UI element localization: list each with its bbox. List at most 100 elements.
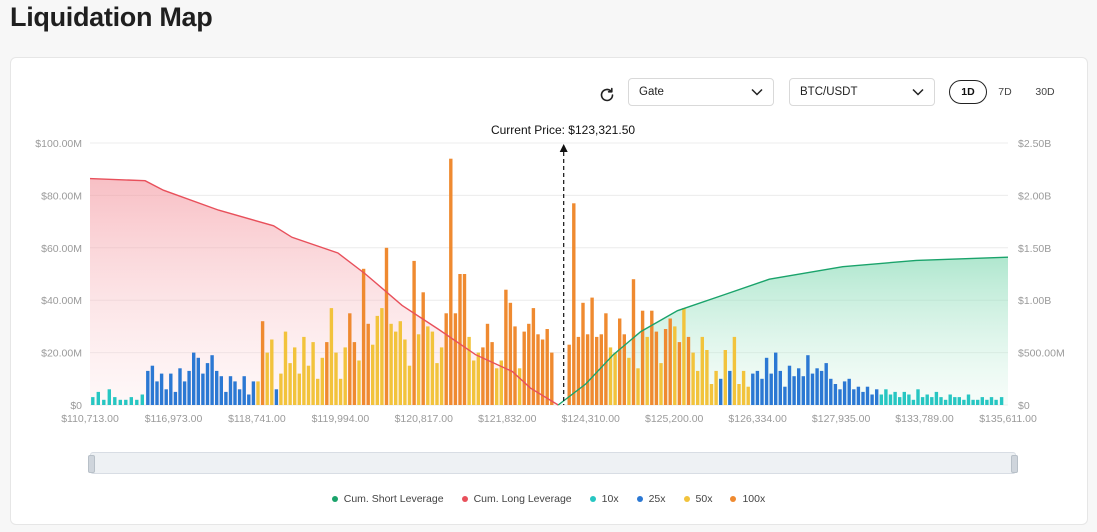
legend-item-50x[interactable]: 50x [683,493,713,505]
liquidation-bar [375,315,379,405]
liquidation-bar [755,370,760,405]
liquidation-bar [797,368,801,405]
liquidation-bar [719,378,723,405]
y-right-tick-label: $500.00M [1018,348,1065,360]
liquidation-bar [838,389,842,405]
liquidation-bar [449,158,453,405]
range-30d-button[interactable]: 30D [1035,86,1055,98]
liquidation-bar [517,368,522,405]
liquidation-bar [673,326,677,405]
liquidation-bar [971,399,975,405]
legend-label: 100x [742,493,766,505]
legend-label: 10x [601,493,619,505]
liquidation-bar [875,389,879,405]
liquidation-bar [389,323,393,405]
x-tick-label: $125,200.00 [645,413,704,425]
liquidation-bar [976,399,980,405]
liquidation-bar [631,279,636,405]
liquidation-bar [783,386,787,405]
liquidation-bar [91,397,95,405]
range-slider-track[interactable] [90,452,1016,474]
liquidation-bar [613,352,617,405]
legend-swatch [730,496,737,502]
liquidation-bar [256,381,260,405]
liquidation-bar [962,399,966,405]
legend-label: 50x [695,493,713,505]
liquidation-bar [810,373,815,405]
legend-item-25x[interactable]: 25x [636,493,666,505]
pair-select[interactable]: BTC/USDT [789,78,935,106]
liquidation-bar [458,274,462,405]
current-price-label: Current Price: $123,321.50 [491,123,635,137]
liquidation-bar [540,339,545,405]
liquidation-bar [567,344,571,405]
liquidation-bar [787,365,792,405]
liquidation-bar [957,397,961,405]
legend-item-10x[interactable]: 10x [589,493,619,505]
liquidation-bar [384,247,389,405]
liquidation-bar [265,352,269,405]
exchange-select[interactable]: Gate [628,78,774,106]
liquidation-bar [118,399,122,405]
liquidation-bar [102,399,106,405]
liquidation-bar [527,323,531,405]
liquidation-bar [135,399,139,405]
liquidation-bar [879,394,883,405]
liquidation-bar [732,336,737,405]
legend-swatch [331,496,338,502]
liquidation-bar [485,323,490,405]
y-left-tick-label: $60.00M [41,243,82,255]
chevron-down-icon [912,88,924,96]
y-left-tick-label: $0 [70,400,82,412]
liquidation-bar [888,394,893,405]
liquidation-bar [366,323,370,405]
liquidation-bar [361,268,366,405]
range-7d-button[interactable]: 7D [998,86,1012,98]
legend-item-short[interactable]: Cum. Short Leverage [331,493,444,505]
liquidation-bar [435,363,439,405]
liquidation-bar [934,391,939,405]
liquidation-bar [819,370,824,405]
liquidation-bar [329,308,334,405]
range-slider-left-handle[interactable] [88,455,95,473]
legend-item-100x[interactable]: 100x [730,493,765,505]
liquidation-bar [210,355,214,405]
liquidation-bar [316,378,320,405]
refresh-icon[interactable] [598,86,616,104]
y-left-tick-label: $80.00M [41,190,82,202]
liquidation-bar [279,373,283,405]
liquidation-bar [622,334,626,405]
range-slider-right-handle[interactable] [1011,455,1018,473]
liquidation-bar [467,336,471,405]
liquidation-bar [682,308,686,405]
y-left-tick-label: $40.00M [41,295,82,307]
liquidation-bar [182,381,187,405]
liquidation-bar [426,326,430,405]
liquidation-bar [884,389,888,405]
liquidation-bar [325,342,329,405]
liquidation-bar [293,347,297,405]
liquidation-bar [288,363,292,405]
liquidation-bar [980,397,984,405]
liquidation-bar [242,376,246,405]
liquidation-bar [215,370,219,405]
range-1d-button[interactable]: 1D [949,80,987,104]
liquidation-bar [499,360,503,405]
x-tick-label: $135,611.00 [979,413,1037,425]
liquidation-bar [815,368,819,405]
y-right-tick-label: $1.00B [1018,295,1051,307]
liquidation-bar [187,370,191,405]
liquidation-bar [352,342,357,405]
liquidation-bar [430,331,435,405]
legend-item-long[interactable]: Cum. Long Leverage [461,493,572,505]
liquidation-bar [714,370,718,405]
liquidation-bar [205,363,210,405]
x-tick-label: $124,310.00 [561,413,620,425]
liquidation-bar [953,397,957,405]
liquidation-bar [224,391,228,405]
liquidation-bar [159,373,164,405]
liquidation-bar [636,368,640,405]
liquidation-bar [618,318,622,405]
liquidation-bar [150,365,155,405]
liquidation-bar [764,357,769,405]
